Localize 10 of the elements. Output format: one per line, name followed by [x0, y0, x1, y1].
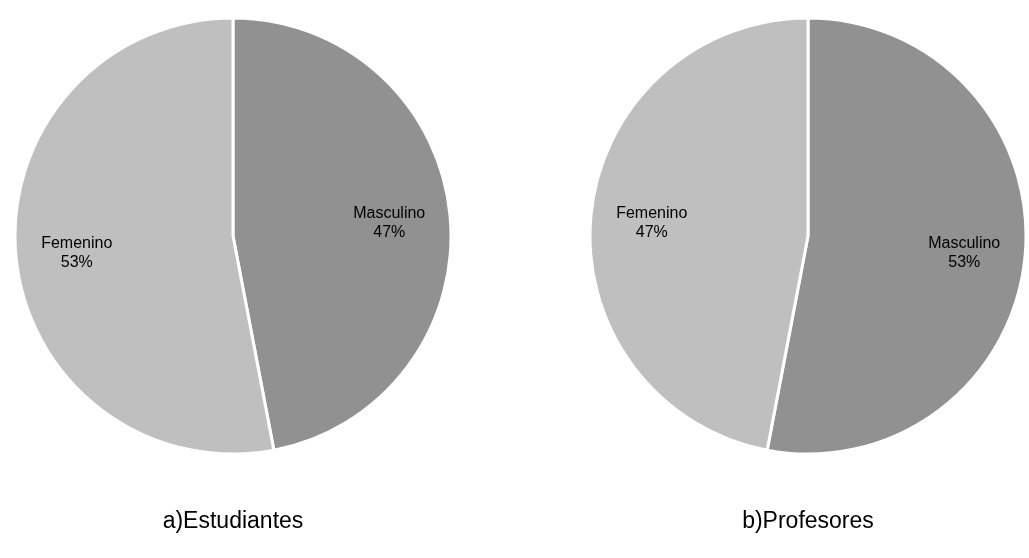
data-label: 53%: [60, 252, 93, 270]
data-label: 47%: [373, 223, 406, 241]
text: a)Estudiantes: [162, 507, 304, 533]
slice-label: Femenino: [616, 204, 688, 222]
text: b)Profesores: [742, 507, 874, 533]
slice-label: Masculino: [353, 204, 426, 222]
data-label: 53%: [948, 252, 981, 270]
slice-label: Masculino: [928, 233, 1001, 251]
slice-label: Femenino: [41, 233, 113, 251]
data-label: 47%: [635, 223, 668, 241]
